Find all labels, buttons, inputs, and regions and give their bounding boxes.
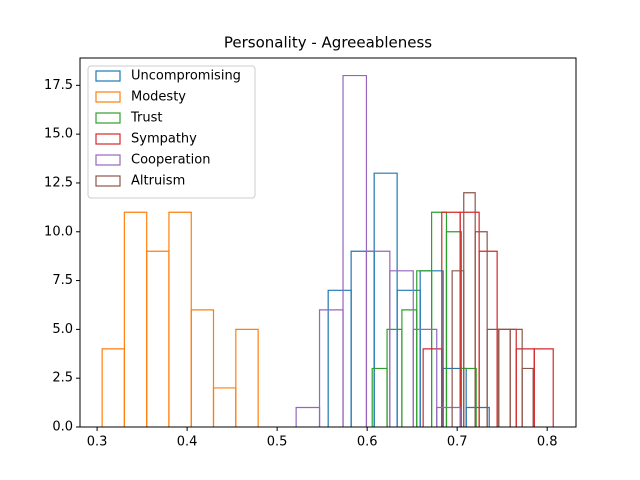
legend-label: Uncompromising: [131, 69, 241, 84]
y-tick-label: 17.5: [44, 78, 73, 93]
x-tick-label: 0.5: [267, 435, 288, 450]
y-tick-label: 10.0: [44, 224, 73, 239]
y-tick-label: 7.5: [52, 273, 73, 288]
histogram-bin: [533, 348, 554, 427]
histogram-bin: [235, 328, 259, 427]
legend-label: Sympathy: [131, 132, 197, 147]
y-tick-label: 0.0: [52, 420, 73, 435]
legend-frame: [87, 65, 256, 199]
legend-swatch: [95, 133, 121, 145]
legend: Uncompromising Modesty Trust Sympathy Cooper…: [87, 65, 256, 199]
plot-frame: [79, 57, 577, 428]
histogram-bin: [521, 367, 534, 427]
legend-swatch: [95, 91, 121, 103]
histogram-bin: [460, 367, 477, 427]
y-tick-label: 12.5: [44, 175, 73, 190]
histogram-bin: [190, 309, 215, 427]
y-tick-label: 5.0: [52, 322, 73, 337]
legend-swatch: [95, 175, 121, 187]
histogram-bin: [442, 367, 467, 427]
x-tick-label: 0.7: [447, 435, 468, 450]
y-tick-label: 2.5: [52, 371, 73, 386]
x-tick-label: 0.4: [177, 435, 198, 450]
legend-label: Altruism: [131, 174, 185, 189]
legend-swatch: [95, 112, 121, 124]
histogram-bin: [412, 328, 438, 427]
histogram-bin: [465, 406, 490, 427]
chart-title: Personality - Agreeableness: [224, 34, 432, 52]
legend-label: Cooperation: [131, 153, 210, 168]
x-tick-label: 0.3: [87, 435, 108, 450]
legend-label: Trust: [130, 111, 162, 126]
legend-label: Modesty: [131, 90, 186, 105]
histogram-bin: [445, 231, 462, 427]
y-tick-label: 15.0: [44, 127, 73, 142]
x-tick-label: 0.8: [537, 435, 558, 450]
x-tick-label: 0.6: [357, 435, 378, 450]
legend-swatch: [95, 154, 121, 166]
histogram-bin: [436, 406, 461, 427]
legend-swatch: [95, 70, 121, 82]
